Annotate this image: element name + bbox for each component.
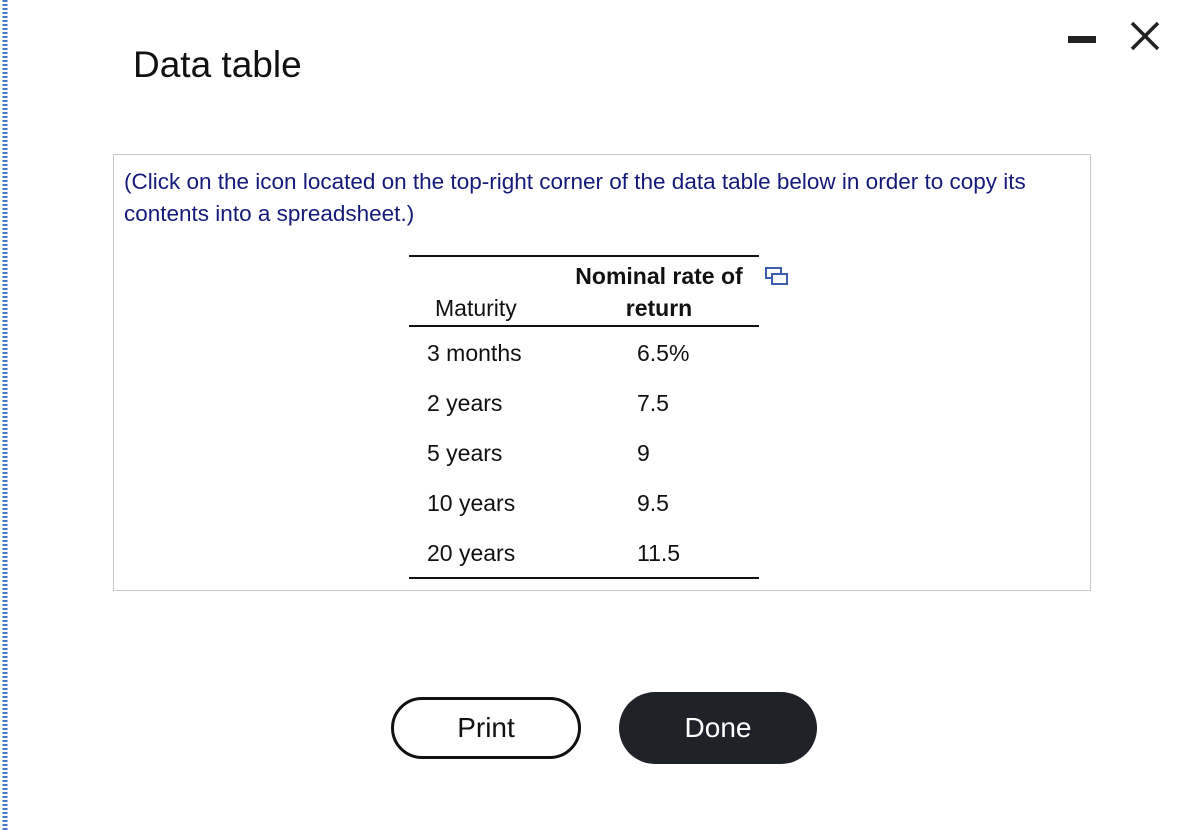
print-button[interactable]: Print <box>391 697 581 759</box>
instruction-text: (Click on the icon located on the top-ri… <box>124 169 1026 226</box>
maturity-cell: 10 years <box>427 490 516 516</box>
dialog-title: Data table <box>133 44 302 85</box>
table-header-rule <box>409 325 759 327</box>
done-button[interactable]: Done <box>619 692 817 764</box>
maturity-cell: 2 years <box>427 390 503 416</box>
rate-cell: 9.5 <box>637 490 669 516</box>
rate-cell: 11.5 <box>637 540 681 566</box>
close-button[interactable] <box>1130 21 1160 51</box>
maturity-cell: 3 months <box>427 340 522 366</box>
column-header: Maturity <box>435 295 517 321</box>
copy-icon[interactable] <box>764 266 790 288</box>
column-header: Nominal rate of return <box>575 263 743 321</box>
table-top-rule <box>409 255 759 257</box>
left-edge <box>2 0 8 830</box>
rate-cell: 9 <box>637 440 650 466</box>
table-panel <box>113 154 1091 591</box>
minimize-button[interactable] <box>1068 36 1096 43</box>
rate-cell: 6.5% <box>637 340 690 366</box>
table-bottom-rule <box>409 577 759 579</box>
rate-cell: 7.5 <box>637 390 669 416</box>
window-controls <box>1068 21 1160 51</box>
maturity-cell: 5 years <box>427 440 503 466</box>
maturity-cell: 20 years <box>427 540 516 566</box>
